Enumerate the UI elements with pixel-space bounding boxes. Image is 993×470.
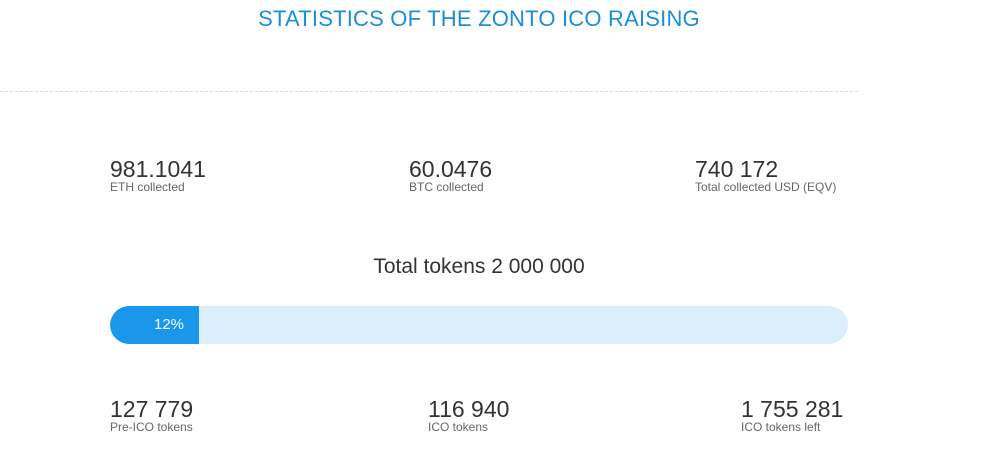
progress-percent-label: 12% [154, 316, 185, 333]
pre-ico-tokens-label: Pre-ICO tokens [110, 420, 193, 434]
ico-tokens-value: 116 940 [428, 396, 510, 422]
ico-tokens-left-value: 1 755 281 [741, 396, 844, 422]
ico-tokens-stat: 116 940 ICO tokens [428, 397, 509, 434]
eth-collected-label: ETH collected [110, 180, 185, 194]
progress-fill: 12% [110, 306, 199, 344]
ico-tokens-left-label: ICO tokens left [741, 420, 821, 434]
ico-tokens-label: ICO tokens [428, 420, 489, 434]
btc-collected-value: 60.0476 [409, 156, 493, 182]
btc-collected-stat: 60.0476 BTC collected [409, 157, 492, 194]
pre-ico-tokens-value: 127 779 [110, 396, 194, 422]
usd-collected-value: 740 172 [695, 156, 779, 182]
page-title: STATISTICS OF THE ZONTO ICO RAISING [258, 6, 700, 31]
btc-collected-label: BTC collected [409, 180, 484, 194]
ico-tokens-left-stat: 1 755 281 ICO tokens left [741, 397, 843, 434]
eth-collected-stat: 981.1041 ETH collected [110, 157, 206, 194]
usd-collected-label: Total collected USD (EQV) [695, 180, 837, 194]
divider [0, 91, 858, 92]
pre-ico-tokens-stat: 127 779 Pre-ICO tokens [110, 397, 193, 434]
usd-collected-stat: 740 172 Total collected USD (EQV) [695, 157, 836, 194]
progress-bar: 12% [110, 306, 848, 344]
total-tokens: Total tokens 2 000 000 [373, 255, 585, 278]
eth-collected-value: 981.1041 [110, 156, 206, 182]
